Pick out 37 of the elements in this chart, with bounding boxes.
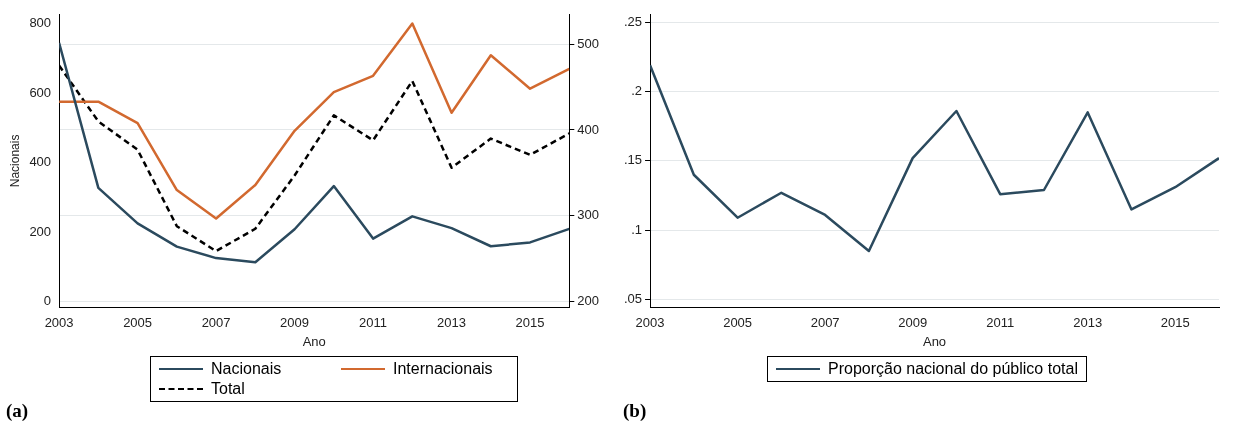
y-tick-label: .1 [631, 221, 643, 237]
legend-label: Nacionais [211, 360, 282, 378]
x-tick-label: 2013 [1073, 315, 1103, 331]
y-tick-label: .05 [623, 291, 643, 307]
y-tick-label: .25 [623, 13, 643, 29]
x-tick-label: 2005 [723, 315, 753, 331]
x-tick-label: 2011 [986, 315, 1015, 331]
y-tick-label: 0 [43, 293, 52, 309]
y-axis-title: Nacionais [7, 134, 22, 188]
x-tick-label: 2007 [810, 315, 840, 331]
y2-tick-label: 200 [577, 293, 600, 309]
x-tick-label: 2015 [515, 315, 545, 331]
y-tick-label: 200 [29, 223, 52, 239]
x-axis-title: Ano [922, 333, 947, 349]
x-tick-label: 2015 [1160, 315, 1190, 331]
legend-label: Proporção nacional do público total [828, 360, 1078, 378]
y-tick-label: .2 [631, 83, 643, 99]
y-tick-label: 400 [29, 154, 52, 170]
x-tick-label: 2009 [280, 315, 310, 331]
x-axis-title: Ano [302, 333, 326, 349]
y-tick-label: 800 [29, 15, 52, 31]
x-tick-label: 2013 [437, 315, 467, 331]
x-tick-label: 2003 [635, 315, 665, 331]
y2-tick-label: 400 [577, 121, 600, 137]
y2-tick-label: 500 [577, 35, 600, 51]
x-tick-label: 2011 [359, 315, 388, 331]
x-tick-label: 2009 [898, 315, 928, 331]
x-tick-label: 2007 [201, 315, 231, 331]
legend-label: Internacionais [393, 360, 493, 378]
x-tick-label: 2003 [44, 315, 74, 331]
x-tick-label: 2005 [123, 315, 153, 331]
y2-tick-label: 300 [577, 207, 600, 223]
text: (b) [623, 400, 647, 422]
text: (a) [6, 400, 29, 422]
y-tick-label: 600 [29, 84, 52, 100]
y-tick-label: .15 [623, 152, 643, 168]
legend-label: Total [211, 380, 245, 398]
